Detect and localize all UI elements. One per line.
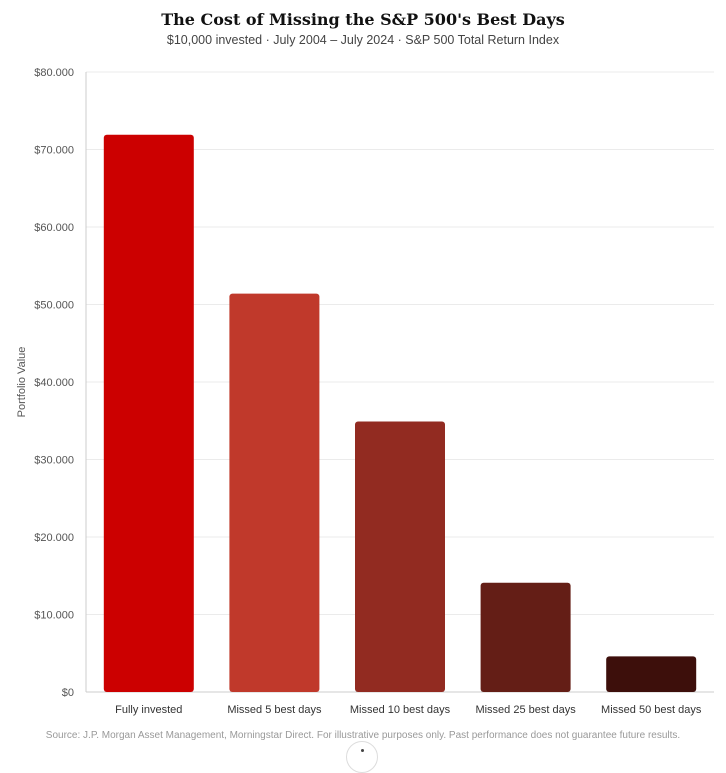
scroll-button[interactable] bbox=[346, 741, 378, 773]
y-tick-label: $70.000 bbox=[34, 145, 74, 157]
x-tick-label: Fully invested bbox=[115, 704, 182, 716]
y-tick-label: $10.000 bbox=[34, 610, 74, 622]
chart-title: The Cost of Missing the S&P 500's Best D… bbox=[161, 10, 565, 29]
x-tick-label: Missed 10 best days bbox=[350, 704, 451, 716]
x-tick-label: Missed 25 best days bbox=[475, 704, 576, 716]
y-tick-label: $50.000 bbox=[34, 300, 74, 312]
y-tick-label: $40.000 bbox=[34, 377, 74, 389]
x-tick-label: Missed 50 best days bbox=[601, 704, 702, 716]
source-note: Source: J.P. Morgan Asset Management, Mo… bbox=[45, 730, 681, 741]
y-tick-label: $80.000 bbox=[34, 67, 74, 79]
bar bbox=[355, 421, 445, 692]
bar bbox=[229, 293, 320, 692]
y-tick-label: $60.000 bbox=[34, 222, 74, 234]
y-axis-label: Portfolio Value bbox=[16, 347, 28, 418]
bar bbox=[480, 582, 571, 692]
bar bbox=[103, 134, 194, 692]
x-tick-label: Missed 5 best days bbox=[227, 704, 322, 716]
dot-icon bbox=[361, 749, 364, 752]
y-tick-label: $30.000 bbox=[34, 455, 74, 467]
bar bbox=[606, 656, 697, 692]
chart-subtitle: $10,000 invested · July 2004 – July 2024… bbox=[166, 33, 560, 47]
y-tick-label: $20.000 bbox=[34, 532, 74, 544]
bar-chart: $0 $10.000 $20.000 $30.000 $40.000 $50.000 $60… bbox=[16, 67, 714, 716]
y-tick-label: $0 bbox=[62, 687, 74, 699]
